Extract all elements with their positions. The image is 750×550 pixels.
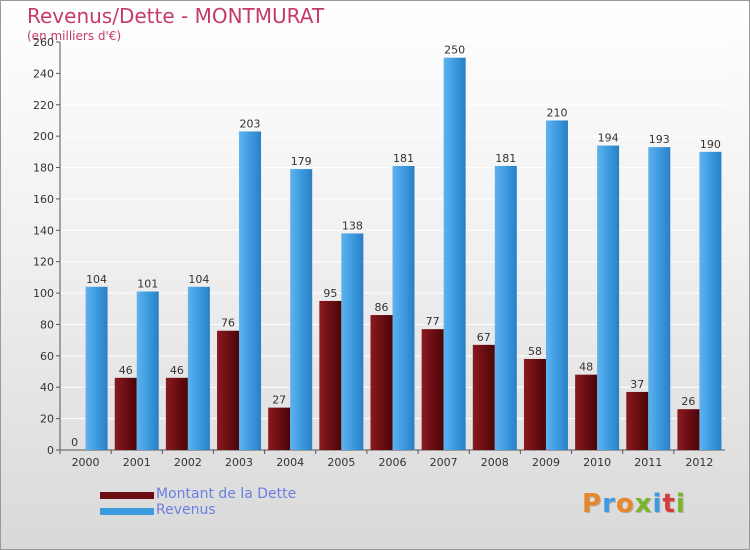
- x-tick-label: 2007: [430, 456, 458, 469]
- bar-revenus: [545, 120, 568, 450]
- data-label-revenus: 203: [240, 117, 261, 130]
- bar-dette: [472, 344, 495, 450]
- logo-letter: i: [675, 489, 686, 519]
- x-tick-label: 2012: [685, 456, 713, 469]
- bar-dette: [114, 377, 137, 450]
- y-tick-label: 100: [33, 287, 54, 300]
- data-label-revenus: 179: [291, 155, 312, 168]
- bar-revenus: [136, 291, 159, 450]
- bar-dette: [165, 377, 188, 450]
- data-label-revenus: 194: [598, 132, 619, 145]
- legend-label-dette: Montant de la Dette: [156, 486, 297, 502]
- y-tick-label: 200: [33, 130, 54, 143]
- data-label-revenus: 210: [546, 106, 567, 119]
- data-label-revenus: 250: [444, 44, 465, 57]
- chart-title: Revenus/Dette - MONTMURAT: [27, 4, 325, 28]
- data-label-dette: 76: [221, 317, 235, 330]
- bar-revenus: [648, 147, 671, 450]
- bar-dette: [268, 407, 291, 450]
- y-tick-label: 0: [47, 444, 54, 457]
- y-tick-label: 240: [33, 67, 54, 80]
- legend-label-revenus: Revenus: [156, 502, 216, 518]
- x-tick-label: 2004: [276, 456, 304, 469]
- data-label-dette: 77: [426, 315, 440, 328]
- logo-letter: i: [652, 489, 663, 519]
- x-tick-label: 2006: [379, 456, 407, 469]
- data-label-revenus: 104: [188, 273, 209, 286]
- data-label-dette: 46: [170, 364, 184, 377]
- data-label-dette: 26: [681, 395, 695, 408]
- y-tick-label: 260: [33, 36, 54, 49]
- y-tick-label: 160: [33, 193, 54, 206]
- y-tick-label: 20: [40, 413, 54, 426]
- data-label-dette: 37: [630, 378, 644, 391]
- bar-revenus: [392, 165, 415, 450]
- x-tick-label: 2010: [583, 456, 611, 469]
- logo-letter: P: [582, 489, 603, 519]
- data-label-revenus: 101: [137, 278, 158, 291]
- bar-revenus: [290, 169, 313, 450]
- data-label-dette: 67: [477, 331, 491, 344]
- bar-dette: [319, 300, 342, 450]
- legend-swatch-revenus: [100, 508, 154, 515]
- bar-revenus: [341, 233, 364, 450]
- bar-dette: [523, 358, 546, 450]
- bar-revenus: [187, 286, 210, 450]
- bar-dette: [626, 391, 649, 450]
- data-label-dette: 46: [119, 364, 133, 377]
- x-tick-label: 2011: [634, 456, 662, 469]
- bar-dette: [370, 315, 393, 450]
- bar-revenus: [443, 57, 466, 450]
- x-tick-label: 2008: [481, 456, 509, 469]
- data-label-dette: 58: [528, 345, 542, 358]
- data-label-revenus: 181: [393, 152, 414, 165]
- data-label-revenus: 104: [86, 273, 107, 286]
- logo-letter: x: [634, 489, 653, 519]
- bar-revenus: [85, 286, 108, 450]
- bar-revenus: [239, 131, 262, 450]
- bar-dette: [421, 329, 444, 450]
- x-tick-label: 2003: [225, 456, 253, 469]
- x-tick-label: 2001: [123, 456, 151, 469]
- y-tick-label: 180: [33, 162, 54, 175]
- x-tick-label: 2009: [532, 456, 560, 469]
- data-label-dette: 95: [323, 287, 337, 300]
- bar-dette: [575, 374, 598, 450]
- y-tick-label: 40: [40, 381, 54, 394]
- bar-dette: [677, 409, 700, 450]
- legend-swatch-dette: [100, 492, 154, 499]
- y-tick-label: 220: [33, 99, 54, 112]
- x-tick-label: 2000: [72, 456, 100, 469]
- data-label-dette: 0: [71, 436, 78, 449]
- y-tick-label: 60: [40, 350, 54, 363]
- bar-revenus: [699, 151, 722, 450]
- proxiti-logo: Proxiti: [582, 489, 686, 519]
- y-tick-label: 80: [40, 318, 54, 331]
- data-label-dette: 27: [272, 394, 286, 407]
- y-tick-label: 140: [33, 224, 54, 237]
- x-tick-label: 2002: [174, 456, 202, 469]
- bar-dette: [217, 330, 240, 450]
- data-label-revenus: 193: [649, 133, 670, 146]
- bar-revenus: [494, 165, 517, 450]
- data-label-revenus: 190: [700, 138, 721, 151]
- chart-subtitle: (en milliers d'€): [27, 29, 122, 43]
- data-label-dette: 86: [375, 301, 389, 314]
- logo-letter: o: [615, 489, 635, 519]
- data-label-revenus: 138: [342, 219, 363, 232]
- data-label-dette: 48: [579, 361, 593, 374]
- y-tick-label: 120: [33, 256, 54, 269]
- bar-revenus: [597, 145, 620, 451]
- x-tick-label: 2005: [327, 456, 355, 469]
- data-label-revenus: 181: [495, 152, 516, 165]
- logo-letter: t: [662, 489, 676, 519]
- logo-letter: r: [602, 489, 616, 519]
